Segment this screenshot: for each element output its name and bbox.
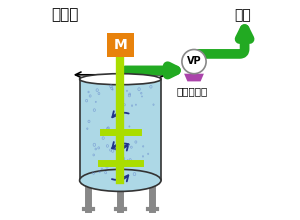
Text: 攪拌機: 攪拌機 [51,7,78,22]
Text: 排気: 排気 [235,8,251,22]
Ellipse shape [80,74,161,85]
Ellipse shape [80,169,161,191]
FancyBboxPatch shape [107,33,134,57]
Text: VP: VP [187,55,201,66]
Polygon shape [80,79,161,180]
Circle shape [182,50,206,74]
Text: 真空ポンプ: 真空ポンプ [176,86,207,96]
Text: M: M [113,38,127,52]
Polygon shape [184,74,204,81]
